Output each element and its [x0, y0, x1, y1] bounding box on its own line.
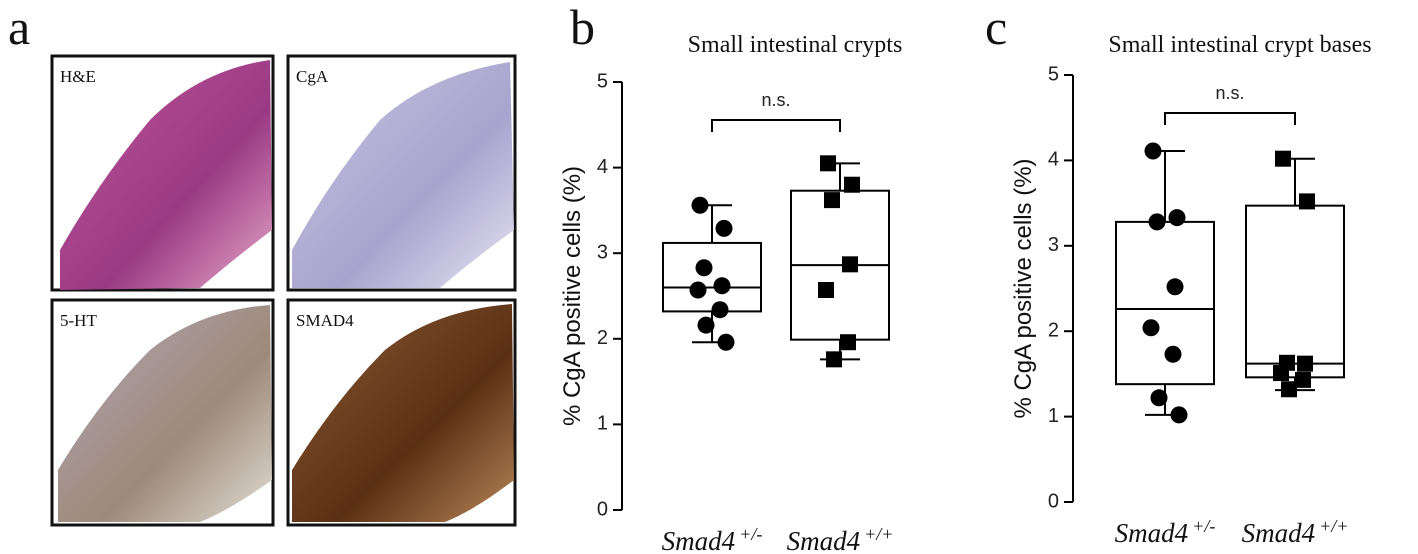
- y-tick-label: 5: [1048, 63, 1059, 85]
- y-tick-label: 1: [1048, 405, 1059, 427]
- x-tick-label: Smad4 +/-: [1115, 516, 1216, 548]
- data-point: [1142, 319, 1160, 337]
- image-label: CgA: [296, 67, 329, 86]
- panel-label: c: [985, 0, 1007, 55]
- y-tick-label: 1: [597, 413, 608, 435]
- y-tick-label: 4: [1048, 149, 1059, 171]
- image-5ht: 5-HT: [50, 298, 275, 527]
- image-label: 5-HT: [60, 311, 97, 330]
- image-smad4: SMAD4: [286, 298, 517, 527]
- data-point: [820, 155, 836, 172]
- data-point: [717, 333, 735, 351]
- data-point: [1166, 278, 1184, 296]
- data-point: [1164, 345, 1182, 363]
- genotype: +/+: [864, 524, 893, 544]
- data-point: [715, 219, 733, 237]
- y-axis-label: % CgA positive cells (%): [1010, 158, 1037, 418]
- data-point: [711, 301, 729, 319]
- panel-label: a: [8, 0, 30, 55]
- data-point: [1275, 150, 1291, 167]
- data-point: [824, 192, 840, 209]
- box: [1245, 204, 1345, 379]
- data-point: [826, 351, 842, 368]
- chart-title: Small intestinal crypts: [688, 32, 903, 58]
- data-point: [1299, 193, 1315, 210]
- bracket: [711, 119, 841, 132]
- y-axis-label: % CgA positive cells (%): [559, 166, 586, 426]
- gene-name: Smad4: [787, 526, 861, 554]
- y-tick-label: 2: [1048, 319, 1059, 341]
- chart-title: Small intestinal crypt bases: [1108, 32, 1371, 58]
- genotype: +/+: [1319, 516, 1348, 536]
- data-point: [1281, 381, 1297, 398]
- data-point: [1297, 355, 1313, 372]
- gene-name: Smad4: [1242, 518, 1316, 548]
- data-point: [691, 196, 709, 214]
- y-tick-label: 3: [1048, 234, 1059, 256]
- x-tick-label: Smad4 +/+: [787, 524, 894, 554]
- gene-name: Smad4: [1115, 518, 1189, 548]
- data-point: [844, 176, 860, 193]
- data-point: [1168, 209, 1186, 227]
- genotype: +/-: [1192, 516, 1215, 536]
- image-he: H&E: [50, 54, 275, 292]
- image-label: SMAD4: [296, 311, 354, 330]
- data-point: [713, 277, 731, 295]
- data-point: [842, 256, 858, 273]
- data-point: [1170, 406, 1188, 424]
- data-point: [1150, 389, 1168, 407]
- y-tick-label: 5: [597, 70, 608, 92]
- y-tick-label: 3: [597, 241, 608, 263]
- data-point: [1295, 371, 1311, 388]
- data-point: [689, 281, 707, 299]
- image-cga: CgA: [286, 54, 517, 292]
- annotation: n.s.: [761, 90, 790, 110]
- data-point: [1144, 142, 1162, 160]
- bracket: [1164, 112, 1296, 125]
- annotation: n.s.: [1215, 83, 1244, 103]
- data-point: [840, 334, 856, 351]
- gene-name: Smad4: [662, 526, 736, 554]
- data-point: [695, 259, 713, 277]
- image-label: H&E: [60, 67, 96, 86]
- x-tick-label: Smad4 +/+: [1242, 516, 1349, 548]
- y-tick-label: 0: [1048, 490, 1059, 512]
- panel-label: b: [570, 0, 595, 55]
- box: [1115, 220, 1215, 386]
- data-point: [697, 316, 715, 334]
- y-tick-label: 2: [597, 327, 608, 349]
- x-tick-label: Smad4 +/-: [662, 524, 763, 554]
- data-point: [1148, 213, 1166, 231]
- box: [662, 241, 762, 313]
- y-tick-label: 0: [597, 498, 608, 520]
- y-tick-label: 4: [597, 156, 608, 178]
- data-point: [1273, 365, 1289, 382]
- data-point: [818, 282, 834, 299]
- genotype: +/-: [739, 524, 762, 544]
